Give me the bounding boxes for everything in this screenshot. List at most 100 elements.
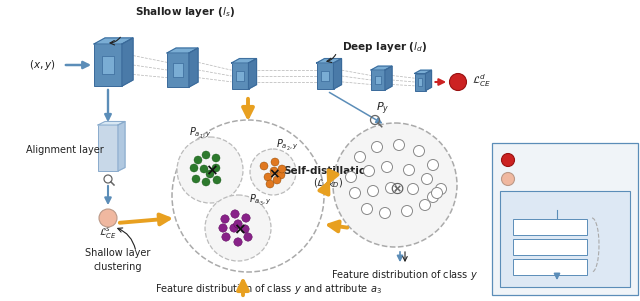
Circle shape	[242, 214, 250, 222]
FancyBboxPatch shape	[500, 191, 630, 287]
Circle shape	[364, 166, 374, 176]
FancyBboxPatch shape	[167, 53, 189, 87]
Circle shape	[271, 158, 279, 166]
Circle shape	[346, 172, 356, 182]
Circle shape	[367, 185, 378, 197]
Text: Shallow layer
clustering: Shallow layer clustering	[85, 248, 150, 272]
Text: Deep classifier: Deep classifier	[520, 156, 587, 165]
FancyBboxPatch shape	[375, 76, 381, 84]
FancyBboxPatch shape	[371, 70, 385, 90]
Circle shape	[428, 191, 438, 203]
Circle shape	[264, 173, 272, 181]
Circle shape	[413, 145, 424, 157]
Text: 2 conv: 2 conv	[535, 222, 565, 231]
Polygon shape	[118, 122, 125, 171]
FancyBboxPatch shape	[513, 259, 587, 275]
Circle shape	[385, 182, 397, 194]
Polygon shape	[167, 48, 198, 53]
Circle shape	[422, 173, 433, 185]
Circle shape	[371, 141, 383, 153]
Circle shape	[250, 149, 296, 195]
Text: ReLU: ReLU	[539, 262, 561, 272]
Text: ×: ×	[232, 222, 245, 237]
Circle shape	[266, 180, 274, 188]
FancyBboxPatch shape	[418, 79, 422, 85]
Circle shape	[277, 171, 285, 179]
Circle shape	[260, 162, 268, 170]
Polygon shape	[333, 59, 342, 89]
Circle shape	[190, 164, 198, 172]
Polygon shape	[317, 59, 342, 63]
Text: $\mathcal{L}^d_{CE}$: $\mathcal{L}^d_{CE}$	[472, 73, 491, 89]
Circle shape	[194, 156, 202, 164]
Circle shape	[380, 207, 390, 219]
Circle shape	[381, 162, 392, 172]
Text: ×: ×	[268, 167, 280, 181]
Text: $(\mathcal{L}_{AKD})$: $(\mathcal{L}_{AKD})$	[314, 176, 344, 190]
FancyBboxPatch shape	[102, 56, 114, 74]
Circle shape	[362, 203, 372, 215]
Text: $P_{a_1,y}$: $P_{a_1,y}$	[189, 126, 211, 141]
Circle shape	[177, 137, 243, 203]
FancyBboxPatch shape	[415, 73, 426, 91]
Polygon shape	[98, 122, 125, 125]
Text: $\mathcal{L}^s_{CE}$: $\mathcal{L}^s_{CE}$	[99, 225, 117, 241]
FancyBboxPatch shape	[492, 143, 638, 295]
Text: x2: x2	[614, 240, 625, 250]
Text: Shallow layer ($l_s$): Shallow layer ($l_s$)	[135, 5, 235, 19]
FancyBboxPatch shape	[513, 239, 587, 255]
Text: $P_y$: $P_y$	[376, 101, 390, 117]
Circle shape	[419, 200, 431, 210]
Text: $P_{a_2,y}$: $P_{a_2,y}$	[276, 138, 298, 153]
Polygon shape	[385, 66, 392, 90]
Circle shape	[206, 170, 214, 178]
Circle shape	[222, 233, 230, 241]
Text: $(x, y)$: $(x, y)$	[29, 58, 56, 72]
Circle shape	[435, 184, 447, 194]
Polygon shape	[189, 48, 198, 87]
Text: Feature distribution of class $y$ and attribute $a_3$: Feature distribution of class $y$ and at…	[155, 282, 381, 296]
Polygon shape	[94, 38, 133, 44]
Circle shape	[200, 165, 208, 173]
Circle shape	[270, 167, 278, 175]
Polygon shape	[371, 66, 392, 70]
Circle shape	[241, 225, 249, 233]
Polygon shape	[415, 70, 431, 73]
FancyBboxPatch shape	[232, 63, 248, 89]
Text: ⊗: ⊗	[389, 180, 404, 198]
Circle shape	[99, 209, 117, 227]
Polygon shape	[248, 59, 257, 89]
Circle shape	[205, 195, 271, 261]
FancyBboxPatch shape	[173, 63, 182, 77]
FancyBboxPatch shape	[513, 219, 587, 235]
Circle shape	[401, 206, 413, 216]
Circle shape	[192, 175, 200, 183]
Circle shape	[221, 215, 229, 223]
Circle shape	[431, 188, 442, 198]
Circle shape	[244, 233, 252, 241]
Circle shape	[333, 123, 457, 247]
FancyBboxPatch shape	[94, 44, 122, 86]
Circle shape	[394, 139, 404, 150]
Text: $P_{a_3,y}$: $P_{a_3,y}$	[248, 193, 271, 207]
Circle shape	[231, 210, 239, 218]
Circle shape	[219, 224, 227, 232]
Circle shape	[212, 164, 220, 172]
Circle shape	[502, 172, 515, 185]
FancyBboxPatch shape	[317, 63, 333, 89]
Text: Feature distribution of class $y$: Feature distribution of class $y$	[332, 268, 479, 282]
Circle shape	[403, 165, 415, 175]
Text: BN: BN	[543, 243, 556, 252]
Polygon shape	[232, 59, 257, 63]
Circle shape	[502, 154, 515, 166]
Circle shape	[273, 176, 281, 184]
Text: Self-distillation: Self-distillation	[284, 166, 374, 176]
Text: Shallow classifier: Shallow classifier	[520, 175, 598, 184]
Text: ×: ×	[205, 163, 218, 178]
Circle shape	[202, 178, 210, 186]
Polygon shape	[426, 70, 431, 91]
FancyBboxPatch shape	[321, 70, 328, 82]
Circle shape	[234, 220, 242, 228]
FancyBboxPatch shape	[236, 70, 244, 82]
Text: Alignment layer: Alignment layer	[26, 145, 104, 155]
